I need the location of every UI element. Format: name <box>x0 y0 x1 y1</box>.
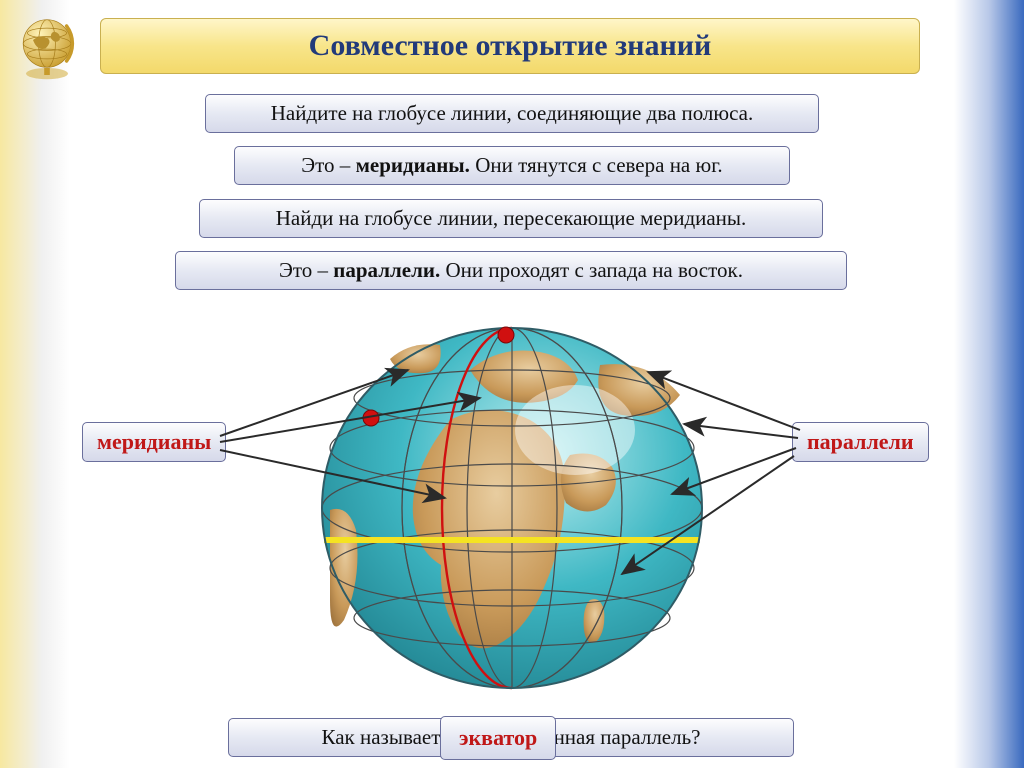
side-gradient-right <box>954 0 1024 768</box>
label-ekvator: экватор <box>440 716 556 760</box>
label-paralleli: параллели <box>792 422 929 462</box>
title-bar: Совместное открытие знаний <box>100 18 920 74</box>
side-gradient-left <box>0 0 70 768</box>
page-title: Совместное открытие знаний <box>309 29 712 63</box>
answer-box-1: Это – меридианы. Они тянутся с севера на… <box>234 146 790 185</box>
globe-graphic <box>322 327 702 688</box>
answer-text-1: Это – меридианы. Они тянутся с севера на… <box>301 153 722 178</box>
task-text-1: Найдите на глобусе линии, соединяющие дв… <box>271 101 753 126</box>
globe-corner-icon <box>12 12 82 82</box>
task-box-1: Найдите на глобусе линии, соединяющие дв… <box>205 94 819 133</box>
label-meridiany: меридианы <box>82 422 226 462</box>
answer-box-2: Это – параллели. Они проходят с запада н… <box>175 251 847 290</box>
answer-text-2: Это – параллели. Они проходят с запада н… <box>279 258 743 283</box>
task-box-2: Найди на глобусе линии, пересекающие мер… <box>199 199 823 238</box>
task-text-2: Найди на глобусе линии, пересекающие мер… <box>276 206 747 231</box>
